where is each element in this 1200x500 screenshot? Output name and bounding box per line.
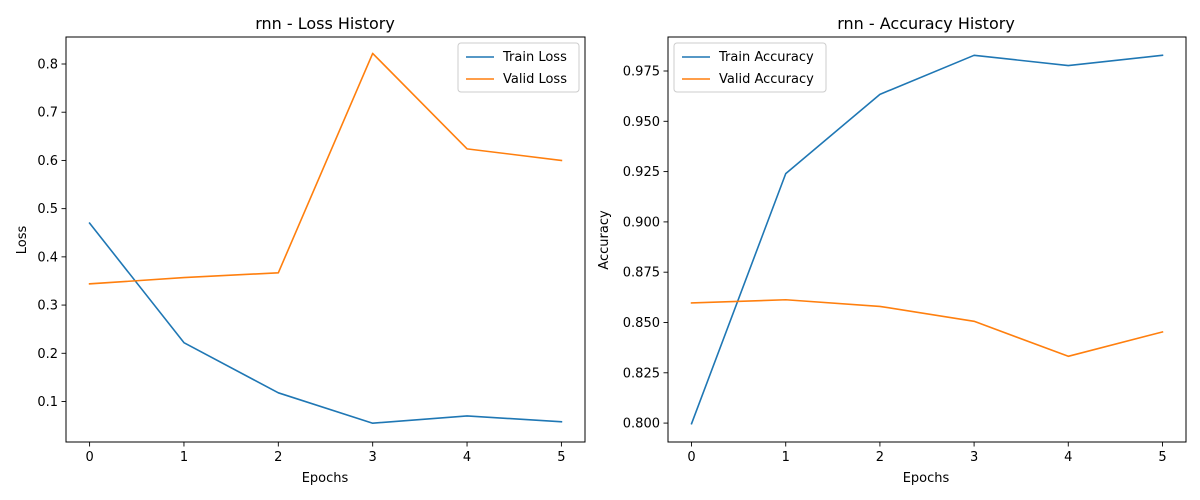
y-tick-label: 0.5 xyxy=(37,202,58,217)
y-tick-label: 0.4 xyxy=(37,250,58,265)
x-tick-label: 0 xyxy=(85,450,93,465)
x-tick-label: 1 xyxy=(180,450,188,465)
series-line-valid xyxy=(88,52,563,285)
series-line-valid xyxy=(690,298,1164,358)
y-tick-label: 0.975 xyxy=(623,65,660,80)
y-tick-label: 0.2 xyxy=(37,347,58,362)
x-tick-label: 2 xyxy=(876,450,884,465)
loss-chart-frame xyxy=(65,36,586,443)
y-tick-label: 0.8 xyxy=(37,58,58,73)
y-tick-label: 0.7 xyxy=(37,106,58,121)
legend-label-valid: Valid Loss xyxy=(503,72,567,87)
accuracy-chart-ylabel: Accuracy xyxy=(597,210,612,270)
x-tick-label: 1 xyxy=(782,450,790,465)
legend-label-valid: Valid Accuracy xyxy=(719,72,814,87)
accuracy-chart-legend: Train Accuracy Valid Accuracy xyxy=(673,42,827,93)
x-tick-label: 5 xyxy=(1158,450,1166,465)
y-tick-label: 0.900 xyxy=(623,215,660,230)
loss-chart-ylabel: Loss xyxy=(15,226,30,255)
x-tick-label: 5 xyxy=(557,450,565,465)
x-tick-label: 4 xyxy=(1064,450,1072,465)
x-tick-label: 4 xyxy=(463,450,471,465)
y-tick-label: 0.3 xyxy=(37,299,58,314)
series-line-train xyxy=(88,221,563,425)
accuracy-chart-frame xyxy=(667,36,1187,443)
y-tick-label: 0.800 xyxy=(623,417,660,432)
accuracy-chart-xlabel: Epochs xyxy=(903,471,950,486)
y-tick-label: 0.875 xyxy=(623,266,660,281)
x-tick-label: 3 xyxy=(970,450,978,465)
legend-label-train: Train Loss xyxy=(502,50,567,65)
y-tick-label: 0.6 xyxy=(37,154,58,169)
accuracy-chart: rnn - Accuracy History Epochs Accuracy 0… xyxy=(597,14,1187,486)
loss-chart: rnn - Loss History Epochs Loss 0 1 2 3 4 5 0.1… xyxy=(15,14,586,486)
x-tick-label: 3 xyxy=(369,450,377,465)
y-tick-label: 0.850 xyxy=(623,316,660,331)
legend-label-train: Train Accuracy xyxy=(718,50,814,65)
accuracy-chart-marks: 0 1 2 3 4 5 0.800 0.825 0.850 0.875 0.900 0.925 0.95… xyxy=(623,54,1167,465)
y-tick-label: 0.1 xyxy=(37,395,58,410)
loss-chart-legend: Train Loss Valid Loss xyxy=(457,42,580,93)
x-tick-label: 0 xyxy=(687,450,695,465)
series-line-train xyxy=(690,54,1164,425)
accuracy-chart-title: rnn - Accuracy History xyxy=(837,14,1015,33)
y-tick-label: 0.925 xyxy=(623,165,660,180)
y-tick-label: 0.825 xyxy=(623,366,660,381)
loss-chart-xlabel: Epochs xyxy=(302,471,349,486)
legend-box xyxy=(673,42,827,93)
x-tick-label: 2 xyxy=(274,450,282,465)
loss-chart-title: rnn - Loss History xyxy=(255,14,395,33)
loss-chart-marks: 0 1 2 3 4 5 0.1 0.2 0.3 0.4 0.5 0.6 0.7 0.8 xyxy=(37,52,566,465)
y-tick-label: 0.950 xyxy=(623,115,660,130)
